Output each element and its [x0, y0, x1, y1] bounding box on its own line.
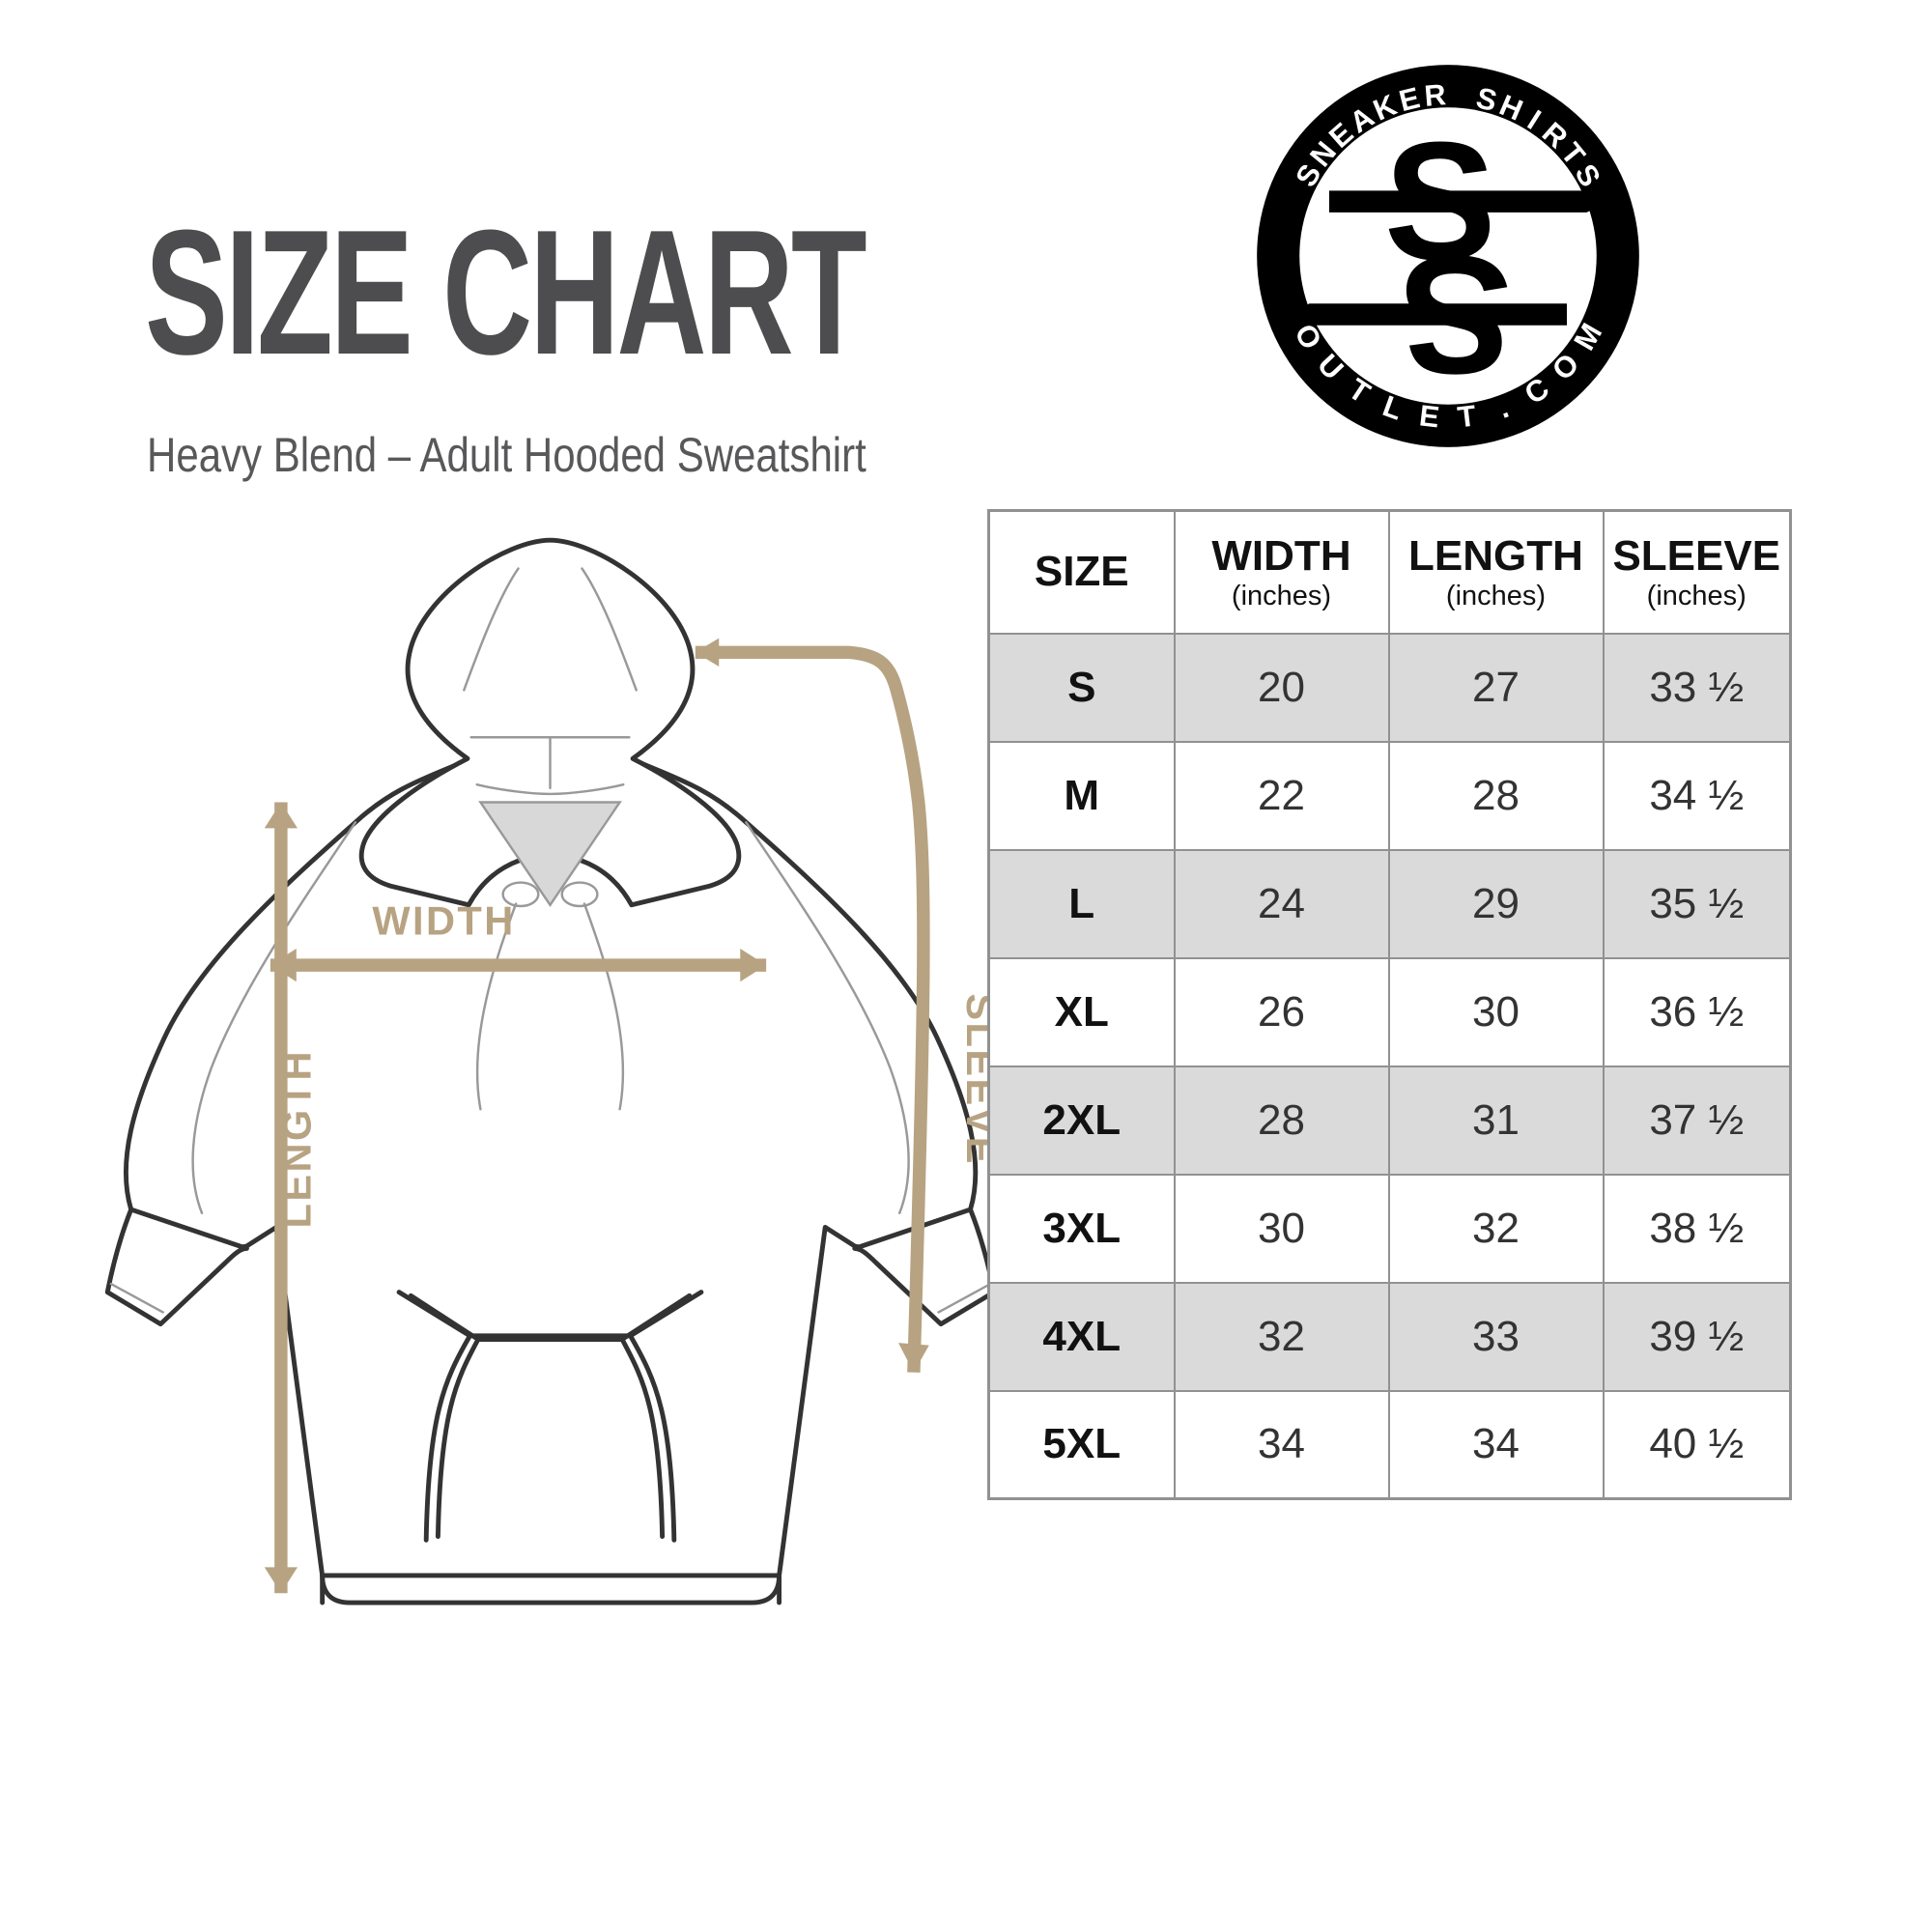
svg-text:LENGTH: LENGTH: [273, 1049, 319, 1228]
svg-text:WIDTH: WIDTH: [372, 897, 515, 943]
